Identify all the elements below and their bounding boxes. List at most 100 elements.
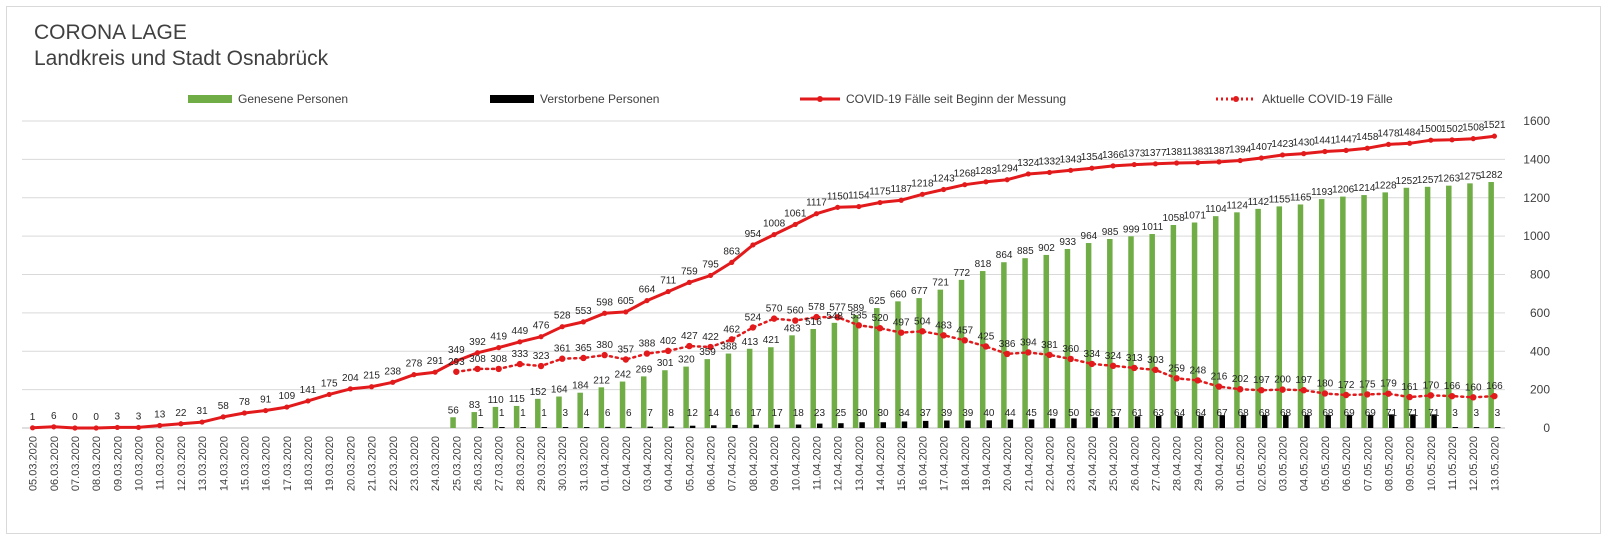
data-label-cumulative: 22 [175,408,187,419]
data-label-deceased: 23 [814,408,826,419]
bar-deceased [1007,419,1014,428]
bar-deceased [1494,427,1501,428]
data-label-cumulative: 1366 [1102,150,1125,161]
bar-recovered [1085,243,1092,428]
bar-deceased [732,424,738,428]
bar-deceased [1092,417,1098,428]
data-label-deceased: 39 [962,408,974,419]
bar-recovered [450,417,456,428]
point-cumulative [919,191,925,197]
data-label-cumulative: 392 [469,337,486,348]
point-cumulative [1004,177,1010,183]
data-label-active: 380 [596,340,613,351]
x-tick-label: 06.04.2020 [706,436,718,491]
bar-recovered [831,322,838,428]
data-label-cumulative: 1218 [911,178,934,189]
x-tick-label: 20.04.2020 [1002,436,1014,491]
data-label-cumulative: 863 [723,246,740,257]
bar-deceased [1113,417,1120,428]
data-label-deceased: 6 [626,408,632,419]
y-tick-label: 400 [1530,344,1550,358]
legend-label-cumulative: COVID-19 Fälle seit Beginn der Messung [846,92,1067,106]
legend-item-active: Aktuelle COVID-19 Fälle [1216,92,1393,106]
point-active [855,322,863,329]
point-cumulative [580,319,587,325]
x-tick-label: 08.03.2020 [91,436,103,491]
bar-deceased [753,424,759,428]
point-cumulative [1322,148,1328,155]
data-label-recovered: 1257 [1417,175,1440,186]
x-tick-label: 14.03.2020 [218,436,230,491]
x-tick-label: 25.04.2020 [1108,436,1120,491]
bar-recovered [746,348,753,428]
data-label-deceased: 30 [856,408,868,419]
data-label-active: 483 [935,320,952,331]
point-active [580,354,587,362]
data-label-deceased: 17 [750,408,762,419]
bar-deceased [965,420,971,428]
data-label-deceased: 56 [1089,408,1101,419]
x-tick-label: 15.04.2020 [896,436,908,491]
x-tick-label: 01.05.2020 [1235,436,1247,491]
point-cumulative [517,339,523,345]
bar-recovered [725,353,732,428]
data-label-deceased: 1 [520,408,526,419]
bar-recovered [768,347,774,428]
data-label-cumulative: 1324 [1017,158,1040,169]
bar-deceased [1219,415,1225,428]
point-cumulative [135,424,142,431]
point-cumulative [1068,167,1074,173]
x-tick-label: 07.04.2020 [727,436,739,491]
data-label-deceased: 1 [499,408,505,419]
data-label-cumulative: 291 [427,356,444,367]
line-cumulative [32,134,1495,430]
data-label-cumulative: 0 [72,412,78,423]
data-label-recovered: 548 [826,311,843,322]
bar-deceased [859,422,865,428]
data-label-recovered: 818 [975,259,992,270]
data-label-deceased: 34 [899,408,911,419]
data-label-deceased: 57 [1111,408,1123,419]
data-label-recovered: 1104 [1205,204,1227,215]
data-label-cumulative: 1500 [1420,124,1443,135]
data-label-recovered: 1228 [1374,180,1397,191]
bar-recovered [492,406,499,428]
point-cumulative [326,391,332,398]
x-tick-label: 28.03.2020 [515,436,527,491]
bar-deceased [816,423,823,428]
x-tick-label: 04.05.2020 [1299,436,1311,491]
bar-recovered [1361,195,1367,428]
data-label-cumulative: 954 [745,229,762,240]
x-tick-label: 06.03.2020 [49,436,61,491]
bar-deceased [1198,415,1204,428]
data-label-cumulative: 278 [406,359,423,370]
point-cumulative [644,297,650,304]
point-active [1088,360,1096,368]
data-label-active: 535 [850,310,867,321]
data-label-cumulative: 1117 [806,198,827,209]
data-label-deceased: 61 [1132,408,1144,419]
x-tick-label: 07.05.2020 [1362,436,1374,491]
data-label-recovered: 1193 [1311,187,1333,198]
point-cumulative [686,279,692,285]
data-label-deceased: 3 [1473,408,1479,419]
point-cumulative [1237,157,1243,164]
bar-recovered [1128,236,1134,428]
legend-swatch-cumulative [800,96,840,102]
point-active [749,324,757,331]
x-tick-label: 11.05.2020 [1447,436,1459,490]
point-active [537,362,545,370]
data-label-active: 166 [1486,381,1503,392]
x-tick-label: 18.03.2020 [303,436,315,491]
x-tick-label: 30.03.2020 [557,436,569,491]
data-label-recovered: 1155 [1269,194,1291,205]
point-cumulative [51,424,57,430]
point-active [1109,362,1117,370]
point-active [474,365,481,373]
point-active [813,313,820,321]
bar-recovered [1446,185,1452,428]
data-label-deceased: 49 [1047,408,1059,419]
point-cumulative [1470,136,1476,142]
data-label-deceased: 71 [1386,408,1398,419]
point-cumulative [157,422,163,429]
